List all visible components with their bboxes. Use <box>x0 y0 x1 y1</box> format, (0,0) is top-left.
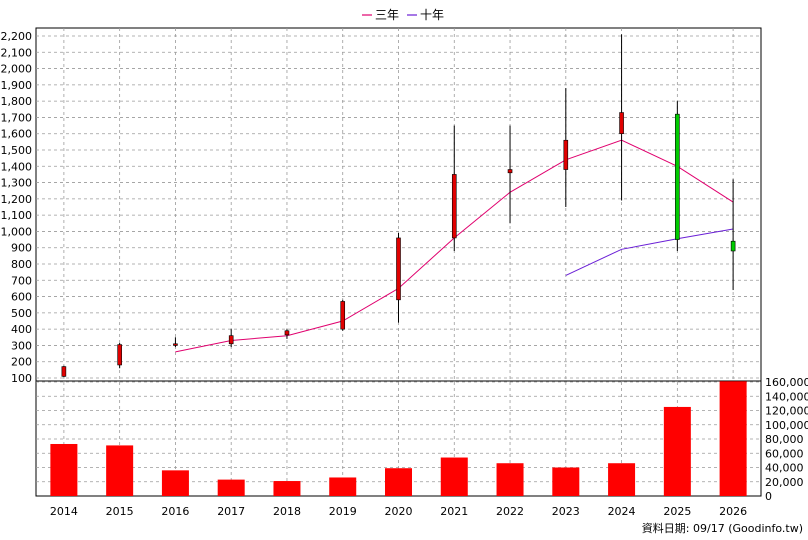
price-tick-label: 300 <box>11 339 32 352</box>
price-tick-label: 1,700 <box>1 111 33 124</box>
candle-body <box>451 174 457 239</box>
candlesticks <box>61 34 736 378</box>
year-tick-label: 2022 <box>496 505 524 518</box>
candle-body <box>173 343 178 346</box>
volume-tick-label: 40,000 <box>765 462 804 475</box>
year-tick-label: 2019 <box>329 505 357 518</box>
volume-bar <box>106 445 134 496</box>
candle-body <box>619 112 624 135</box>
candle-body <box>563 139 569 170</box>
volume-bar <box>329 477 357 496</box>
candle-body <box>396 237 401 301</box>
price-tick-label: 100 <box>11 372 32 385</box>
candle-body <box>117 344 122 366</box>
year-tick-label: 2023 <box>552 505 580 518</box>
volume-bar <box>496 463 524 496</box>
volume-bar <box>273 481 301 496</box>
price-tick-label: 200 <box>11 356 32 369</box>
volume-bar <box>50 443 78 496</box>
year-tick-label: 2016 <box>161 505 189 518</box>
volume-bar <box>440 457 468 496</box>
candle-body <box>675 113 680 240</box>
axis-labels: 100 200 300 400 500 600 700 800 900 1,000 1,100 1,2… <box>1 30 808 518</box>
volume-tick-label: 0 <box>765 490 772 503</box>
volume-tick-label: 160,000 <box>765 376 808 389</box>
legend-label-10y: 十年 <box>420 8 444 22</box>
price-tick-label: 900 <box>11 242 32 255</box>
year-tick-label: 2017 <box>217 505 245 518</box>
year-tick-label: 2026 <box>719 505 747 518</box>
candle-body <box>284 330 290 336</box>
price-tick-label: 700 <box>11 274 32 287</box>
legend: 三年 十年 <box>362 8 444 22</box>
price-tick-label: 1,400 <box>1 160 33 173</box>
price-tick-label: 800 <box>11 258 32 271</box>
volume-bar <box>552 467 580 496</box>
ma-line-10y <box>565 228 734 276</box>
year-tick-label: 2024 <box>608 505 636 518</box>
candle-body <box>228 335 234 345</box>
price-tick-label: 1,600 <box>1 128 33 141</box>
year-tick-label: 2014 <box>50 505 78 518</box>
price-tick-label: 1,900 <box>1 79 33 92</box>
year-tick-label: 2018 <box>273 505 301 518</box>
price-tick-label: 2,000 <box>1 63 33 76</box>
candle-body <box>507 169 513 174</box>
price-tick-label: 1,300 <box>1 177 33 190</box>
volume-tick-label: 60,000 <box>765 447 804 460</box>
legend-label-3y: 三年 <box>375 8 399 22</box>
volume-bar <box>608 463 636 496</box>
data-date-footer: 資料日期: 09/17 (Goodinfo.tw) <box>642 521 803 535</box>
year-tick-label: 2015 <box>106 505 134 518</box>
volume-bar <box>719 381 747 496</box>
price-tick-label: 1,200 <box>1 193 33 206</box>
price-tick-label: 1,000 <box>1 225 33 238</box>
candle-body <box>61 366 67 377</box>
price-tick-label: 1,800 <box>1 95 33 108</box>
candle-body <box>730 240 736 252</box>
candle-body <box>340 301 346 330</box>
price-tick-label: 500 <box>11 307 32 320</box>
volume-bars <box>50 381 747 496</box>
volume-bar <box>217 479 245 496</box>
price-tick-label: 2,100 <box>1 46 33 59</box>
volume-bar <box>385 468 412 496</box>
year-tick-label: 2020 <box>385 505 413 518</box>
volume-bar <box>663 406 691 496</box>
price-tick-label: 1,500 <box>1 144 33 157</box>
price-tick-label: 600 <box>11 291 32 304</box>
volume-tick-label: 20,000 <box>765 476 804 489</box>
year-tick-label: 2021 <box>440 505 468 518</box>
year-tick-label: 2025 <box>663 505 691 518</box>
volume-tick-label: 80,000 <box>765 433 804 446</box>
price-tick-label: 2,200 <box>1 30 33 43</box>
volume-tick-label: 100,000 <box>765 419 808 432</box>
volume-tick-label: 140,000 <box>765 390 808 403</box>
volume-tick-label: 120,000 <box>765 405 808 418</box>
price-tick-label: 400 <box>11 323 32 336</box>
volume-bar <box>161 470 189 496</box>
grid-lines <box>36 28 761 496</box>
price-tick-label: 1,100 <box>1 209 33 222</box>
